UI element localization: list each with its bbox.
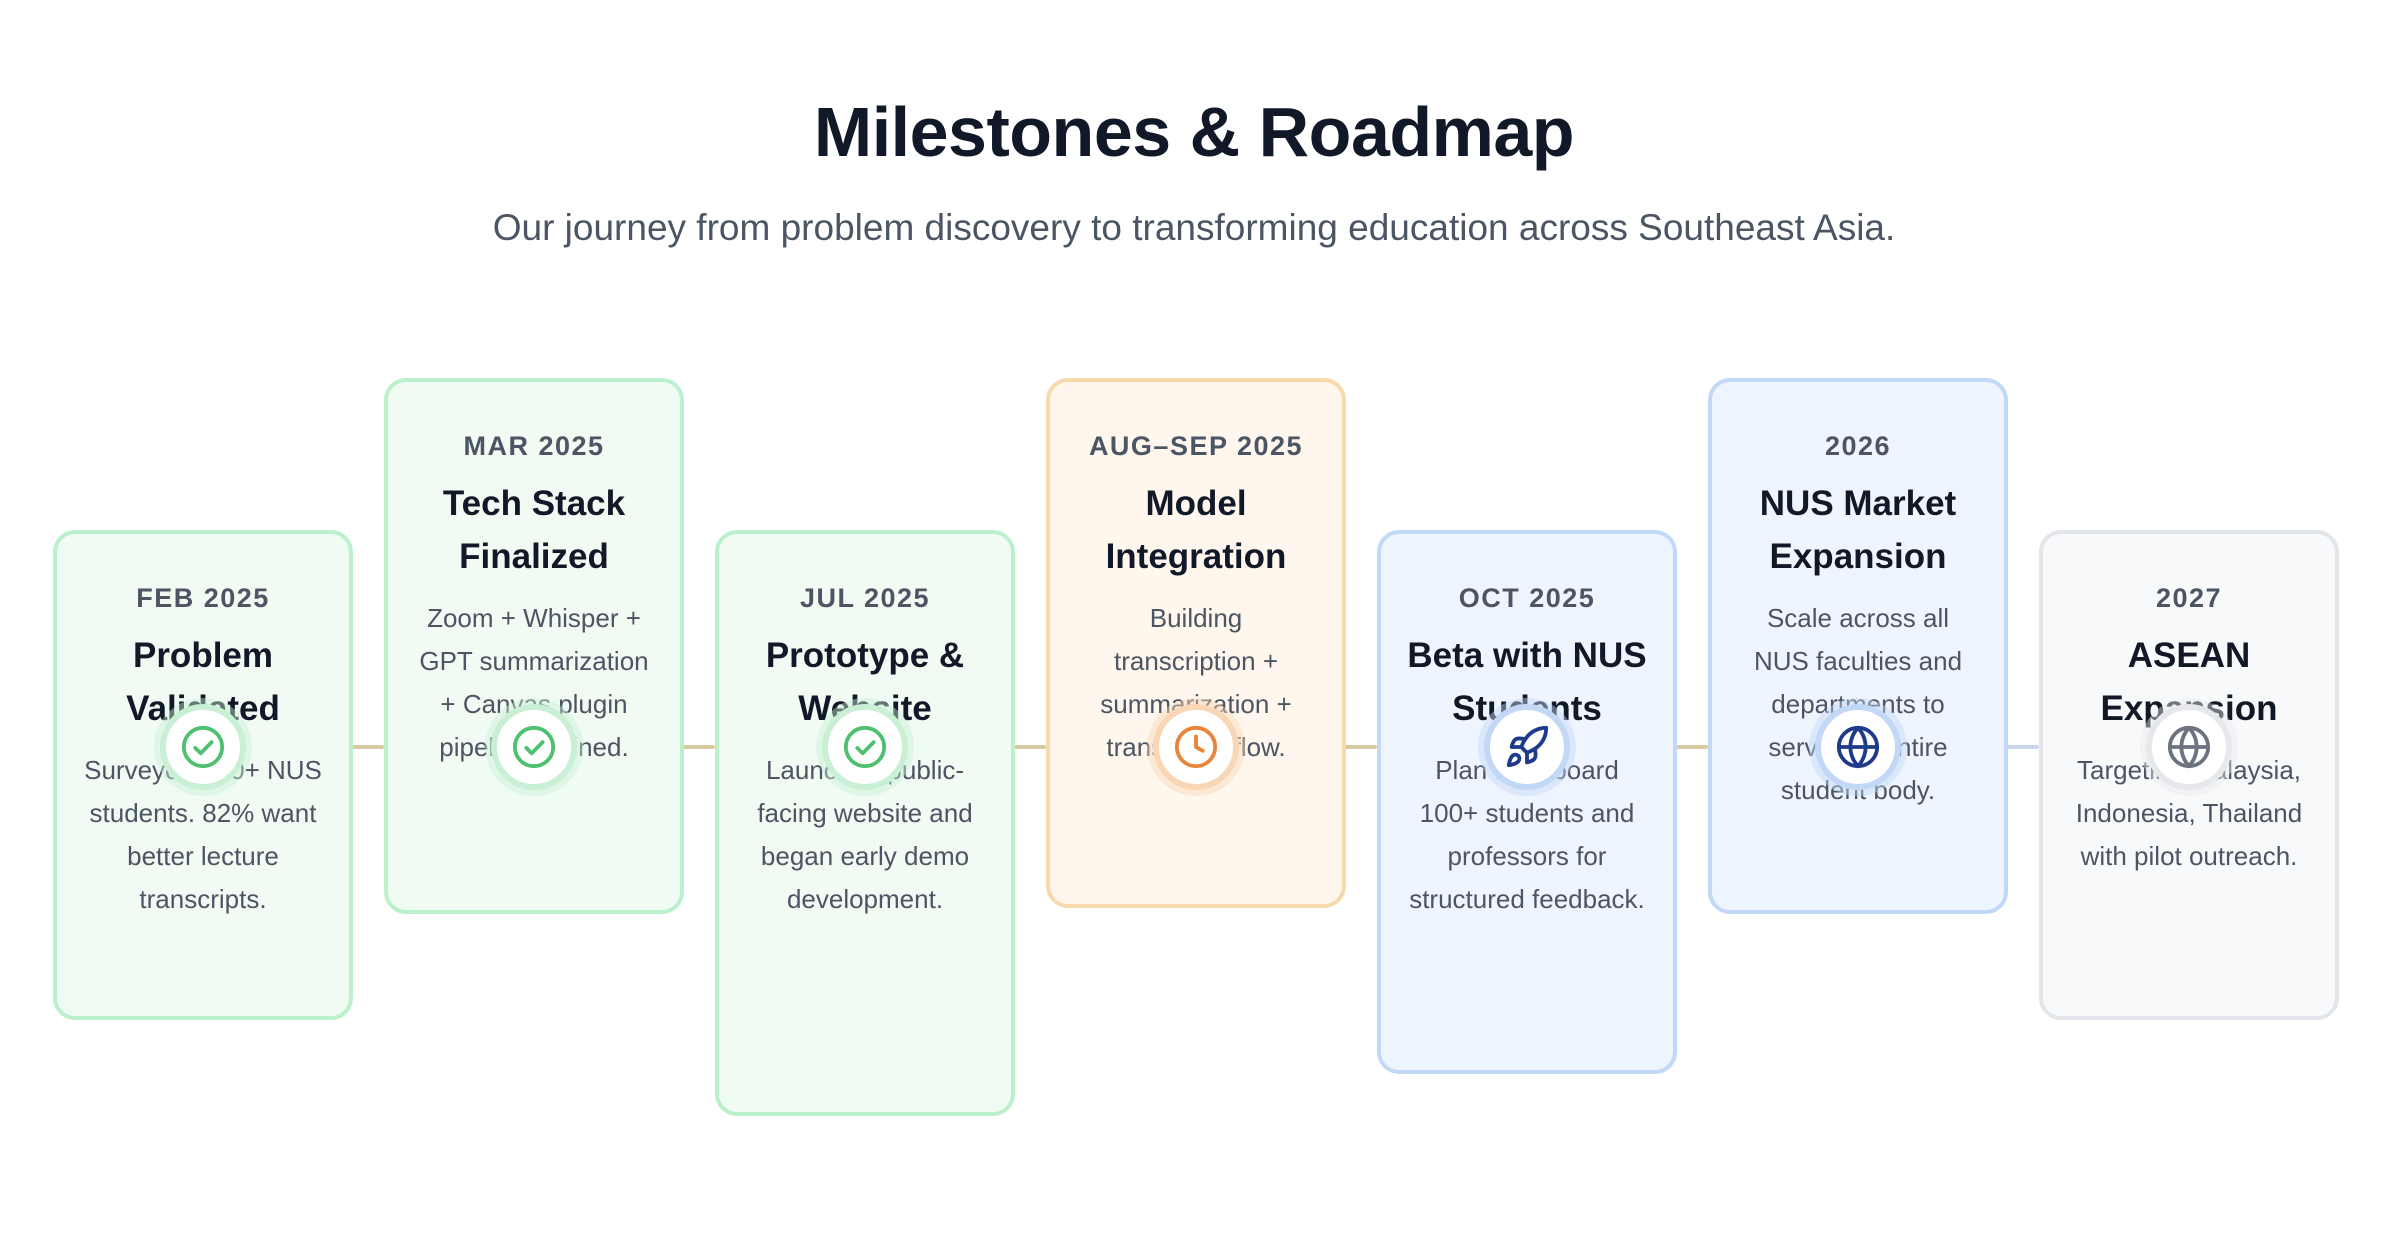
timeline-connector: [1676, 745, 1708, 749]
timeline-connector: [2007, 745, 2039, 749]
milestone-date: JUL 2025: [799, 583, 931, 613]
rocket-icon: [1484, 704, 1570, 790]
timeline-connector: [683, 745, 715, 749]
timeline-connector: [1014, 745, 1046, 749]
timeline-connector: [352, 745, 384, 749]
milestone-card: FEB 2025 Problem Validated Surveyed 100+…: [53, 530, 353, 1020]
clock-icon: [1153, 704, 1239, 790]
milestone-description: Zoom + Whisper + GPT summarization + Can…: [419, 603, 649, 762]
milestone-card: 2027 ASEAN Expansion Targeting Malaysia,…: [2039, 530, 2339, 1020]
page-subtitle: Our journey from problem discovery to tr…: [492, 207, 1896, 248]
milestone-title: NUS Market Expansion: [1759, 484, 1957, 576]
milestone-card: OCT 2025 Beta with NUS Students Plan to …: [1377, 530, 1677, 1074]
milestone-title: Model Integration: [1105, 484, 1287, 576]
milestone-card: MAR 2025 Tech Stack Finalized Zoom + Whi…: [384, 378, 684, 914]
timeline-connector: [1345, 745, 1377, 749]
milestone-title: Prototype & Website: [765, 636, 965, 728]
globe-icon: [1815, 704, 1901, 790]
check-circle-icon: [822, 704, 908, 790]
check-circle-icon: [491, 704, 577, 790]
milestone-date: 2027: [2155, 583, 2223, 613]
page-title: Milestones & Roadmap: [813, 93, 1575, 171]
check-circle-icon: [160, 704, 246, 790]
milestone-card: AUG–SEP 2025 Model Integration Building …: [1046, 378, 1346, 908]
milestone-card: JUL 2025 Prototype & Website Launched pu…: [715, 530, 1015, 1116]
milestone-date: OCT 2025: [1458, 583, 1596, 613]
milestone-date: MAR 2025: [463, 431, 605, 461]
milestone-date: AUG–SEP 2025: [1088, 431, 1304, 461]
globe-icon: [2146, 704, 2232, 790]
milestone-card: 2026 NUS Market Expansion Scale across a…: [1708, 378, 2008, 914]
milestone-description: Surveyed 100+ NUS students. 82% want bet…: [84, 755, 322, 914]
milestone-date: FEB 2025: [136, 583, 270, 613]
milestone-title: Tech Stack Finalized: [442, 484, 626, 576]
milestone-date: 2026: [1824, 431, 1892, 461]
